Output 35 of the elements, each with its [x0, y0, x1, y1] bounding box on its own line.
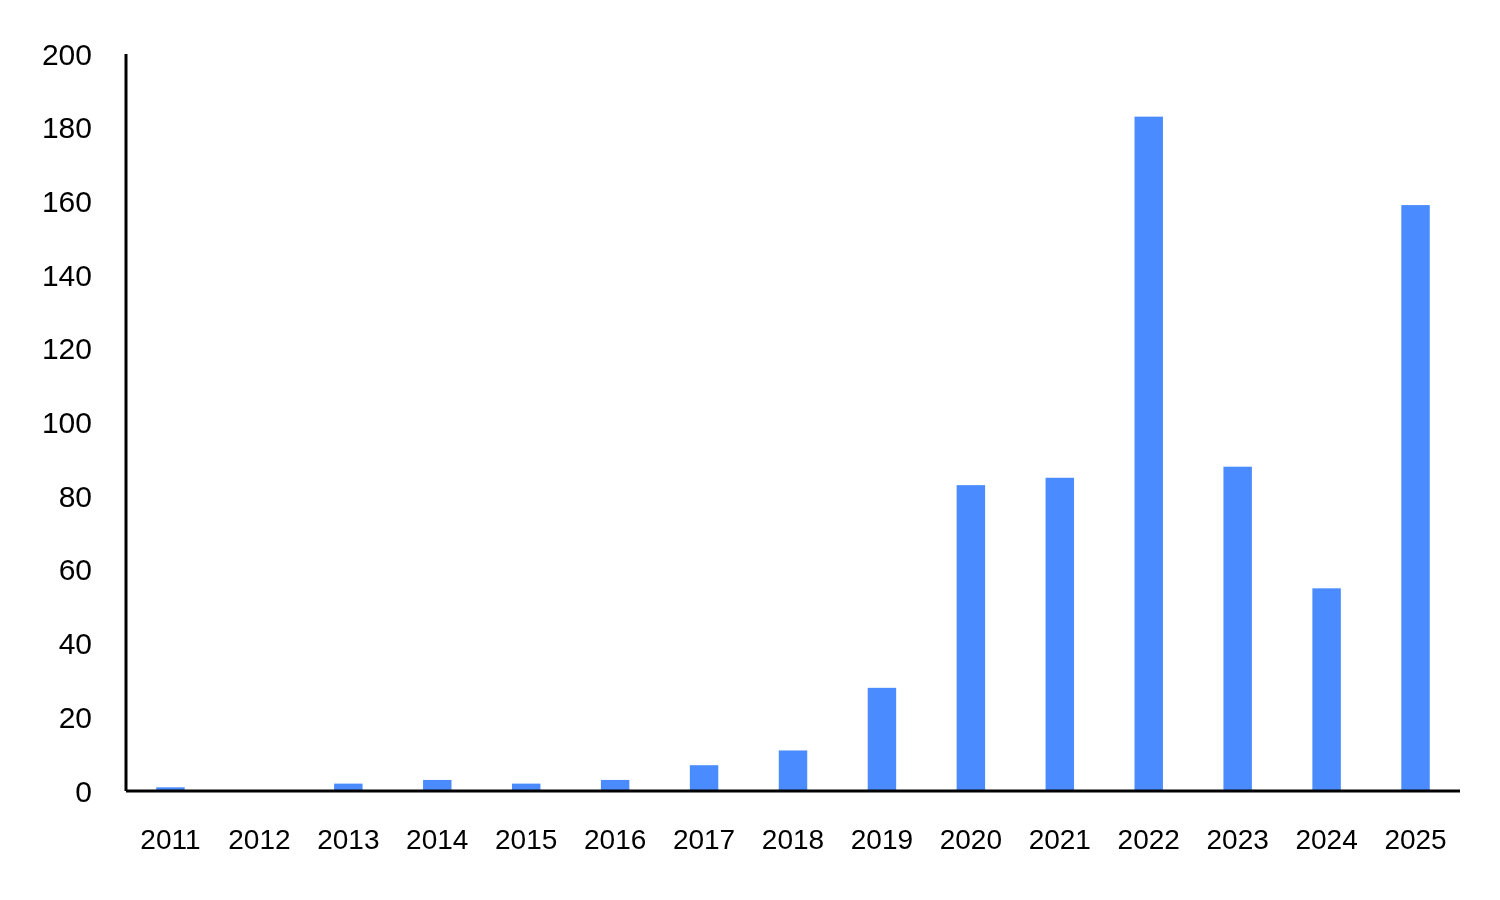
x-tick-label: 2024 [1295, 824, 1358, 855]
x-tick-label: 2020 [939, 824, 1003, 855]
y-tick-label: 100 [41, 406, 92, 439]
x-tick-label: 2011 [140, 824, 201, 855]
bar [1223, 466, 1252, 791]
x-tick-label: 2014 [406, 824, 469, 855]
x-tick-label: 2018 [761, 824, 825, 855]
y-tick-label: 40 [58, 627, 92, 661]
y-tick-label: 160 [41, 184, 92, 218]
y-tick-label: 20 [58, 700, 92, 734]
bar [689, 765, 719, 791]
x-tick-label: 2021 [1028, 824, 1091, 855]
x-tick-label: 2012 [228, 824, 291, 855]
x-tick-label: 2023 [1206, 824, 1269, 855]
y-tick-label: 60 [58, 553, 92, 587]
bar [778, 750, 808, 791]
y-tick-label: 140 [41, 258, 92, 292]
y-tick-label: 80 [58, 479, 92, 513]
x-tick-label: 2013 [317, 824, 380, 855]
bar [1045, 477, 1075, 791]
x-tick-label: 2016 [583, 824, 647, 855]
y-tick-label: 0 [75, 774, 92, 808]
bar [1401, 205, 1430, 791]
bar [1134, 116, 1163, 791]
x-tick-label: 2017 [672, 824, 736, 855]
bar [1312, 588, 1341, 791]
bar [867, 687, 897, 791]
y-tick-label: 120 [41, 332, 92, 366]
x-tick-label: 2025 [1384, 824, 1447, 855]
y-tick-label: 180 [41, 111, 92, 145]
x-tick-label: 2015 [495, 824, 558, 855]
y-tick-label: 200 [41, 37, 92, 71]
x-tick-label: 2022 [1117, 824, 1180, 855]
bar [956, 485, 986, 791]
x-tick-label: 2019 [850, 824, 914, 855]
